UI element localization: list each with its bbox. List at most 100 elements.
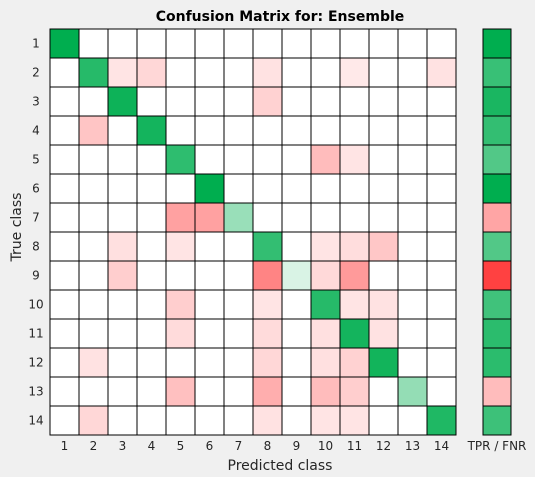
matrix-cell-r2-c7 [223, 57, 254, 88]
tpr-fnr-column [482, 28, 512, 436]
matrix-cell-r5-c1 [49, 144, 80, 175]
matrix-cell-r10-c12 [368, 289, 399, 320]
matrix-cell-r6-c13 [397, 173, 428, 204]
matrix-cell-r13-c8 [252, 376, 283, 407]
matrix-cells [49, 28, 457, 436]
matrix-cell-r4-c11 [339, 115, 370, 146]
matrix-cell-r10-c7 [223, 289, 254, 320]
y-tick-label: 5 [32, 153, 40, 167]
matrix-cell-r13-c12 [368, 376, 399, 407]
matrix-cell-r7-c5 [165, 202, 196, 233]
matrix-cell-r3-c1 [49, 86, 80, 117]
matrix-cell-r3-c5 [165, 86, 196, 117]
matrix-cell-r14-c10 [310, 405, 341, 436]
matrix-cell-r14-c14 [426, 405, 457, 436]
y-tick-label: 4 [32, 124, 40, 138]
matrix-cell-r11-c12 [368, 318, 399, 349]
y-tick-label: 9 [32, 269, 40, 283]
matrix-cell-r9-c6 [194, 260, 225, 291]
matrix-cell-r13-c14 [426, 376, 457, 407]
matrix-cell-r5-c10 [310, 144, 341, 175]
matrix-cell-r6-c9 [281, 173, 312, 204]
matrix-cell-r4-c8 [252, 115, 283, 146]
x-tick-label: 10 [318, 439, 333, 453]
matrix-cell-r5-c2 [78, 144, 109, 175]
matrix-cell-r6-c1 [49, 173, 80, 204]
matrix-cell-r11-c7 [223, 318, 254, 349]
matrix-cell-r13-c5 [165, 376, 196, 407]
matrix-cell-r14-c6 [194, 405, 225, 436]
matrix-cell-r10-c14 [426, 289, 457, 320]
matrix-cell-r2-c10 [310, 57, 341, 88]
matrix-cell-r6-c4 [136, 173, 167, 204]
x-axis-label: Predicted class [228, 458, 333, 474]
matrix-cell-r11-c14 [426, 318, 457, 349]
matrix-cell-r14-c11 [339, 405, 370, 436]
matrix-cell-r12-c3 [107, 347, 138, 378]
matrix-cell-r12-c4 [136, 347, 167, 378]
matrix-cell-r6-c2 [78, 173, 109, 204]
matrix-cell-r5-c6 [194, 144, 225, 175]
matrix-cell-r14-c12 [368, 405, 399, 436]
matrix-cell-r12-c11 [339, 347, 370, 378]
matrix-cell-r2-c6 [194, 57, 225, 88]
matrix-cell-r1-c4 [136, 28, 167, 59]
matrix-cell-r1-c8 [252, 28, 283, 59]
matrix-cell-r4-c7 [223, 115, 254, 146]
x-tick-label: 1 [61, 439, 69, 453]
matrix-cell-r8-c3 [107, 231, 138, 262]
matrix-cell-r13-c10 [310, 376, 341, 407]
matrix-cell-r1-c13 [397, 28, 428, 59]
matrix-cell-r3-c4 [136, 86, 167, 117]
matrix-cell-r2-c13 [397, 57, 428, 88]
matrix-cell-r3-c3 [107, 86, 138, 117]
x-tick-labels: 1 2 3 4 5 6 7 8 9 10 11 12 13 14 [61, 439, 449, 453]
matrix-cell-r7-c11 [339, 202, 370, 233]
matrix-cell-r4-c14 [426, 115, 457, 146]
y-tick-label: 14 [28, 414, 43, 428]
matrix-cell-r11-c11 [339, 318, 370, 349]
matrix-cell-r3-c6 [194, 86, 225, 117]
matrix-cell-r1-c2 [78, 28, 109, 59]
matrix-cell-r14-c5 [165, 405, 196, 436]
y-tick-label: 2 [32, 66, 40, 80]
x-tick-label: 2 [90, 439, 98, 453]
matrix-cell-r4-c5 [165, 115, 196, 146]
matrix-cell-r12-c7 [223, 347, 254, 378]
matrix-cell-r6-c11 [339, 173, 370, 204]
matrix-cell-r6-c7 [223, 173, 254, 204]
x-tick-label: 7 [235, 439, 243, 453]
matrix-cell-r10-c2 [78, 289, 109, 320]
matrix-cell-r11-c5 [165, 318, 196, 349]
matrix-cell-r7-c1 [49, 202, 80, 233]
matrix-cell-r7-c9 [281, 202, 312, 233]
matrix-cell-r4-c10 [310, 115, 341, 146]
matrix-cell-r8-c14 [426, 231, 457, 262]
matrix-cell-r13-c1 [49, 376, 80, 407]
matrix-cell-r4-c4 [136, 115, 167, 146]
matrix-cell-r10-c1 [49, 289, 80, 320]
matrix-cell-r4-c6 [194, 115, 225, 146]
matrix-cell-r6-c5 [165, 173, 196, 204]
matrix-cell-r6-c6 [194, 173, 225, 204]
matrix-cell-r5-c3 [107, 144, 138, 175]
matrix-cell-r2-c4 [136, 57, 167, 88]
y-tick-label: 11 [28, 327, 43, 341]
matrix-cell-r4-c13 [397, 115, 428, 146]
matrix-cell-r12-c9 [281, 347, 312, 378]
matrix-cell-r12-c14 [426, 347, 457, 378]
matrix-cell-r12-c2 [78, 347, 109, 378]
matrix-cell-r9-c9 [281, 260, 312, 291]
matrix-cell-r8-c11 [339, 231, 370, 262]
matrix-cell-r12-c12 [368, 347, 399, 378]
matrix-cell-r7-c14 [426, 202, 457, 233]
matrix-cell-r11-c10 [310, 318, 341, 349]
matrix-cell-r14-c4 [136, 405, 167, 436]
matrix-cell-r11-c6 [194, 318, 225, 349]
tpr-fnr-cell-8 [482, 231, 512, 262]
matrix-cell-r5-c4 [136, 144, 167, 175]
tpr-fnr-cell-6 [482, 173, 512, 204]
tpr-fnr-cell-4 [482, 115, 512, 146]
matrix-cell-r1-c7 [223, 28, 254, 59]
